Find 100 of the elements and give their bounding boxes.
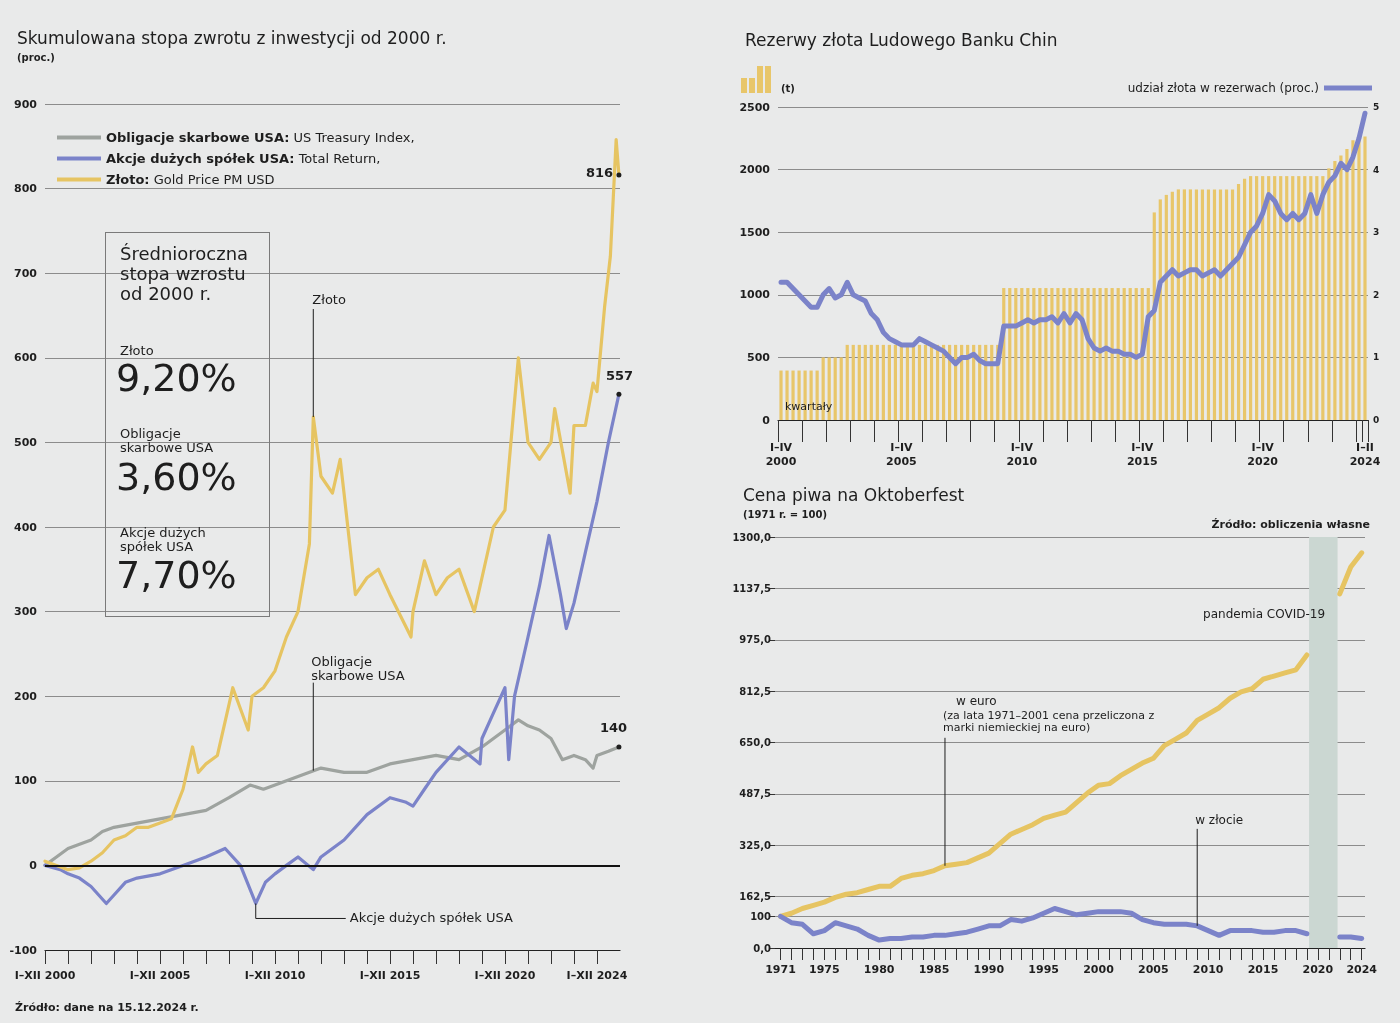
bar [851,344,855,420]
bar [1212,189,1217,420]
bar [1249,176,1253,420]
x-tick-label: I–IV 2000 [765,440,797,468]
x-tick-label: I–IV 2020 [1247,440,1279,468]
x-tick-label: 1975 [809,963,840,976]
y-tick-label: 1300,0 [732,531,772,543]
bar [1255,176,1259,420]
bar [905,344,910,420]
annotation: w euro [956,694,997,709]
x-tick-label: 2020 [1302,963,1334,976]
y-tick-label: 600 [14,351,38,365]
y-tick-label: 500 [747,350,771,364]
x-tick-label: 2024 [1346,963,1378,976]
x-tick-label: I–XII 2024 [566,969,628,982]
annotation: 816 [585,165,614,181]
x-tick-label: 1995 [1028,963,1059,976]
bar [1285,176,1289,420]
annotation: Złoto [312,292,346,308]
bar [1032,288,1036,420]
x-tick-label: 2015 [1247,963,1279,976]
chart-title: Rezerwy złota Ludowego Banku Chin [745,29,1058,50]
bar [869,344,873,420]
x-tick-label: I–IV 2005 [886,440,917,468]
annotation: 557 [605,368,634,384]
x-tick-label: 2005 [1138,963,1169,976]
y-tick-label: 500 [14,435,38,449]
bar [881,344,885,420]
bar [1170,191,1174,420]
bar [1363,136,1367,420]
x-tick-label: I–IV 2015 [1126,440,1158,468]
bar [1327,168,1331,420]
bar [929,344,934,420]
y-tick-label: 0 [762,413,771,427]
y2-tick-label: 3 [1373,227,1380,238]
chart-title: Cena piwa na Oktoberfest [743,484,965,505]
bar [1236,184,1241,420]
bar [1122,288,1126,420]
y-tick-label: 1000 [739,288,771,302]
x-tick-label: I–XII 2005 [129,969,191,982]
chart-subtitle: (proc.) [17,51,55,63]
bar [1008,288,1012,420]
legend-label: Obligacje skarbowe USA: US Treasury Index, [106,130,415,145]
annotation: w złocie [1195,812,1244,828]
bar [1224,189,1229,420]
bar [1273,176,1277,420]
y-tick-label: 2000 [739,163,771,177]
bar [839,357,843,420]
annotation: Akcje dużych spółek USA [120,525,207,555]
annotation: Akcje dużych spółek USA [349,910,513,926]
bar [1291,176,1295,420]
chart-title: Skumulowana stopa zwrotu z inwestycji od 2000 r. [17,27,447,48]
y-tick-label: 812,5 [739,685,772,697]
annotation: Obligacje skarbowe USA [120,426,215,456]
bar [1128,288,1132,420]
x-tick-label: I–XII 2010 [244,969,306,982]
bar [1200,189,1205,420]
annotation: Obligacje skarbowe USA [311,653,406,684]
y-tick-label: 650,0 [739,737,772,748]
y-tick-label: 0,0 [753,942,772,954]
x-tick-label: I–IV 2010 [1006,440,1038,468]
bar [1026,288,1030,420]
y-axis-title: (t) [781,83,795,94]
bar [1110,288,1114,420]
y2-tick-label: 2 [1373,289,1380,300]
bar [1218,189,1223,420]
bar [1230,189,1235,420]
bar [911,344,916,420]
bar [1351,140,1355,420]
bar [1104,288,1108,420]
chart-subtitle: (1971 r. = 100) [743,508,827,520]
x-tick-label: I–XII 2015 [359,969,421,982]
bar [1080,288,1084,420]
bar [1056,288,1060,420]
y-tick-label: 700 [14,266,38,280]
y2-tick-label: 0 [1373,415,1380,425]
x-tick-label: I–II 2024 [1349,440,1381,468]
bar [1038,288,1042,420]
bar [887,344,891,420]
bar [1086,288,1090,420]
bar [857,344,861,420]
x-tick-label: 2000 [1083,963,1115,976]
bar [779,370,783,420]
y2-tick-label: 1 [1373,352,1380,363]
bar [1206,189,1211,420]
annotation: 9,20% [116,356,237,400]
bar [1098,288,1102,420]
bar [1267,176,1271,420]
legend-label: Złoto: Gold Price PM USD [106,172,275,187]
x-tick-label: I–XII 2000 [14,969,76,982]
bar [1164,194,1168,420]
x-tick-label: 1971 [765,963,796,976]
annotation: (za lata 1971–2001 cena przeliczona z marki niemieckiej na euro) [942,708,1156,734]
y-tick-label: 100 [14,774,38,788]
y-tick-label: 900 [14,97,38,111]
bar [1345,148,1349,420]
x-tick-label: 2010 [1192,963,1224,976]
y-tick-label: 100 [750,910,772,922]
bar [1074,288,1078,420]
bar [1182,189,1186,420]
